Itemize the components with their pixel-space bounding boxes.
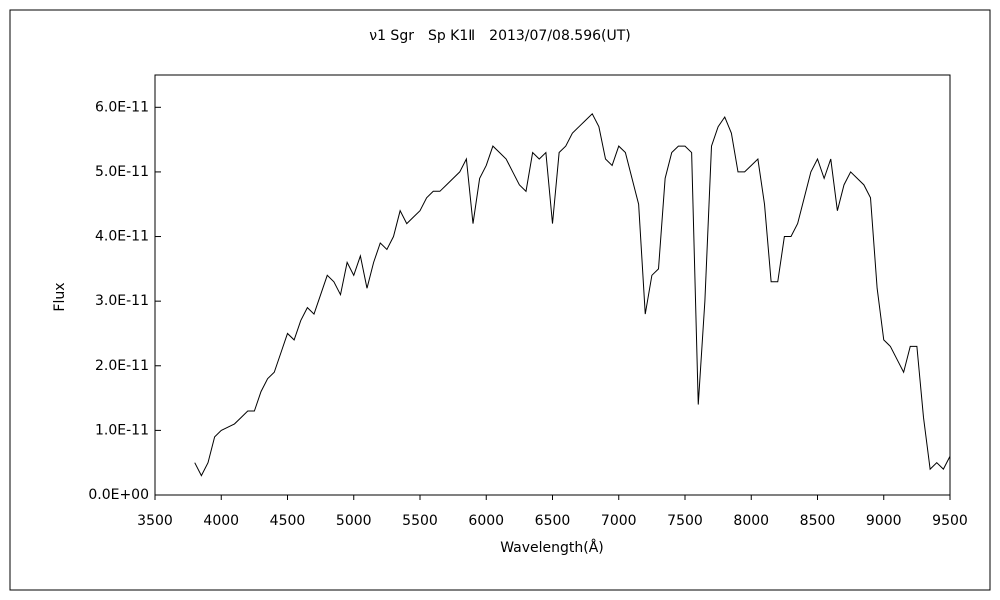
spectrum-line bbox=[194, 112, 951, 477]
chart-title: ν1 Sgr Sp K1Ⅱ 2013/07/08.596(UT) bbox=[369, 28, 631, 44]
y-tick-label: 5.0E-11 bbox=[95, 164, 149, 180]
y-axis-label: Flux bbox=[52, 282, 68, 311]
y-tick-label: 2.0E-11 bbox=[95, 358, 149, 374]
x-tick-label: 8000 bbox=[733, 513, 769, 529]
x-tick-label: 9500 bbox=[932, 513, 968, 529]
y-tick-label: 3.0E-11 bbox=[95, 293, 149, 309]
x-tick-label: 7500 bbox=[667, 513, 703, 529]
x-tick-label: 8500 bbox=[800, 513, 836, 529]
x-tick-label: 6500 bbox=[535, 513, 571, 529]
x-tick-label: 6000 bbox=[468, 513, 504, 529]
x-tick-label: 9000 bbox=[866, 513, 902, 529]
y-tick-label: 0.0E+00 bbox=[88, 487, 149, 503]
y-tick-label: 6.0E-11 bbox=[95, 99, 149, 115]
x-tick-label: 5500 bbox=[402, 513, 438, 529]
y-tick-label: 1.0E-11 bbox=[95, 422, 149, 438]
y-tick-label: 4.0E-11 bbox=[95, 229, 149, 245]
x-tick-label: 7000 bbox=[601, 513, 637, 529]
x-tick-label: 4500 bbox=[270, 513, 306, 529]
x-tick-label: 3500 bbox=[137, 513, 173, 529]
chart-border bbox=[9, 9, 991, 591]
x-axis-label: Wavelength(Å) bbox=[500, 539, 604, 556]
x-tick-label: 5000 bbox=[336, 513, 372, 529]
x-tick-label: 4000 bbox=[203, 513, 239, 529]
